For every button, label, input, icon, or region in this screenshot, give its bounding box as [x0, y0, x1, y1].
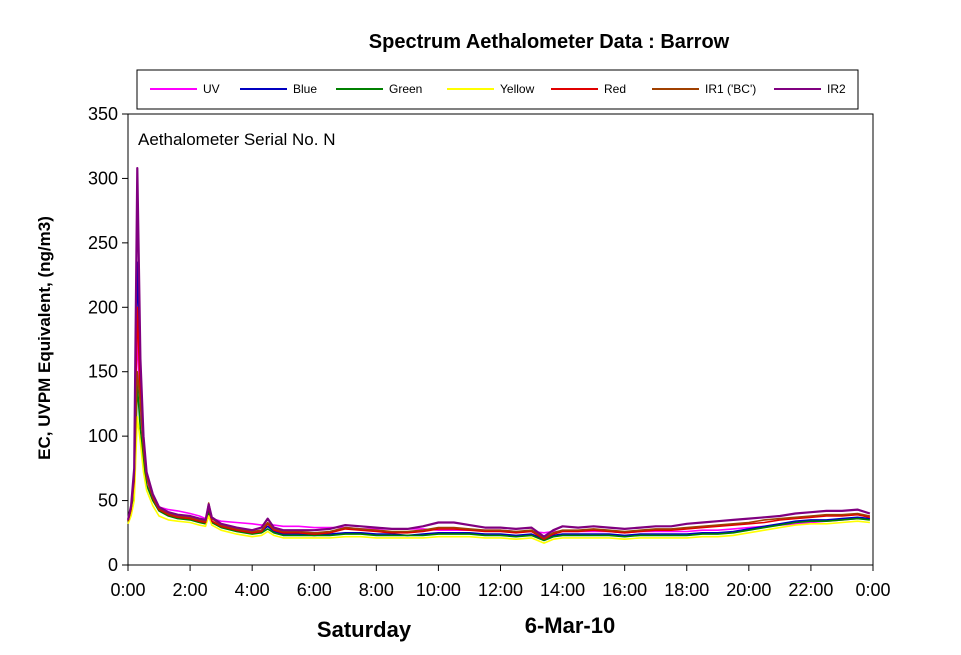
x-tick-label: 10:00 [416, 580, 461, 600]
x-tick-label: 16:00 [602, 580, 647, 600]
y-tick-label: 350 [88, 104, 118, 124]
x-tick-label: 20:00 [726, 580, 771, 600]
legend-label: IR2 [827, 82, 846, 96]
date-label: 6-Mar-10 [525, 613, 615, 638]
day-label: Saturday [317, 617, 412, 642]
legend-label: Red [604, 82, 626, 96]
legend-label: Green [389, 82, 422, 96]
y-tick-label: 100 [88, 426, 118, 446]
series-layer [126, 167, 871, 544]
y-tick-label: 250 [88, 233, 118, 253]
y-tick-label: 300 [88, 168, 118, 188]
legend-label: Yellow [500, 82, 535, 96]
x-tick-label: 2:00 [173, 580, 208, 600]
axis-ticks: 0 50 100 150 200 250 300 350 0:00 2:00 4:00 6:00 8:0… [88, 104, 891, 600]
x-tick-label: 8:00 [359, 580, 394, 600]
x-tick-label: 12:00 [478, 580, 523, 600]
x-tick-label: 22:00 [788, 580, 833, 600]
legend-label: IR1 ('BC') [705, 82, 756, 96]
series-line-green [127, 383, 870, 542]
y-axis-label: EC, UVPM Equivalent, (ng/m3) [35, 216, 54, 460]
x-tick-label: 4:00 [235, 580, 270, 600]
x-tick-label: 0:00 [855, 580, 890, 600]
plot-area [127, 113, 874, 566]
y-tick-label: 200 [88, 297, 118, 317]
x-tick-label: 18:00 [664, 580, 709, 600]
chart-title: Spectrum Aethalometer Data : Barrow [369, 31, 730, 53]
series-line-ir1-bc [127, 370, 871, 539]
serial-annotation: Aethalometer Serial No. N [138, 130, 335, 149]
legend-label: UV [203, 82, 220, 96]
series-line-yellow [127, 415, 870, 544]
x-tick-label: 6:00 [297, 580, 332, 600]
x-tick-label: 14:00 [540, 580, 585, 600]
y-tick-label: 0 [108, 555, 118, 575]
series-line-red [127, 306, 871, 541]
legend: UV Blue Green Yellow Red IR1 ('BC') IR2 [150, 82, 846, 96]
series-line-ir2 [126, 167, 871, 538]
series-line-uv [127, 332, 870, 534]
y-tick-label: 150 [88, 362, 118, 382]
legend-label: Blue [293, 82, 317, 96]
y-tick-label: 50 [98, 491, 118, 511]
x-tick-label: 0:00 [110, 580, 145, 600]
